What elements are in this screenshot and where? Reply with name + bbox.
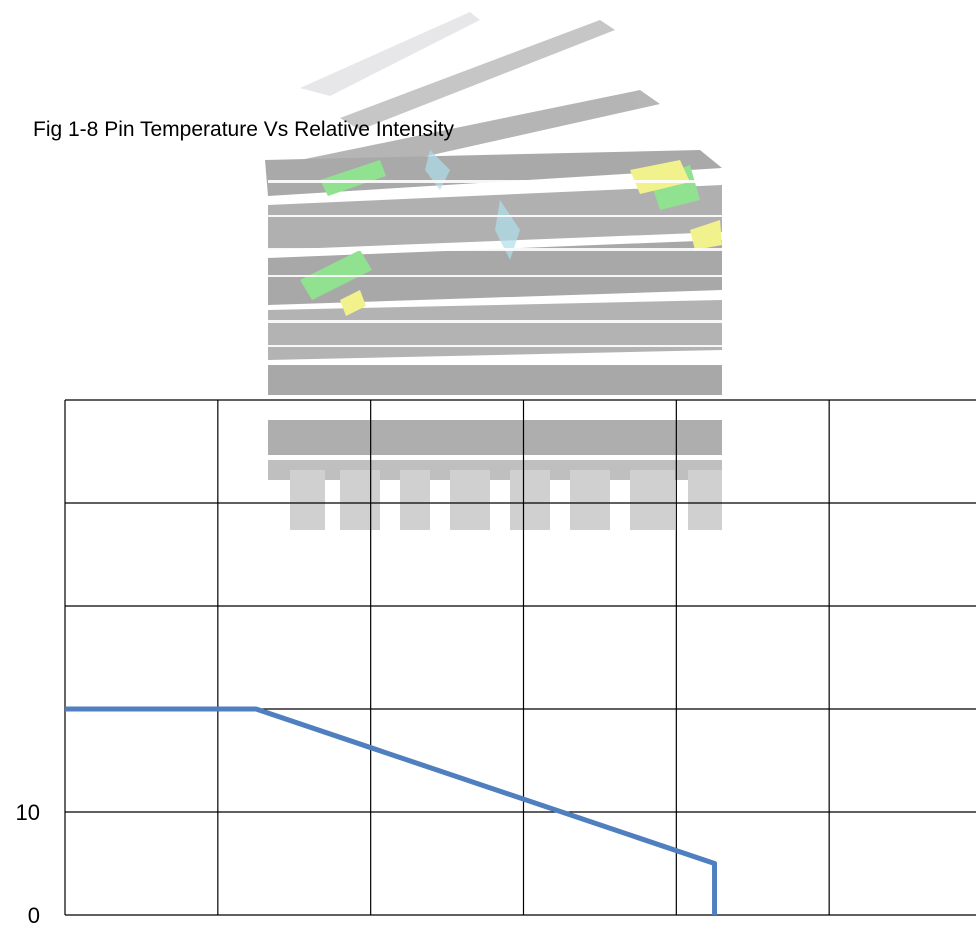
figure-caption: Fig 1-8 Pin Temperature Vs Relative Inte…: [33, 118, 454, 141]
watermark-logo-icon: [265, 12, 722, 530]
y-tick-label-0: 0: [28, 903, 40, 928]
series: [65, 706, 718, 915]
y-tick-labels: 0 10: [16, 800, 40, 928]
y-tick-label-10: 10: [16, 800, 40, 825]
series-line-1: [65, 706, 718, 915]
grid: [64, 399, 976, 916]
